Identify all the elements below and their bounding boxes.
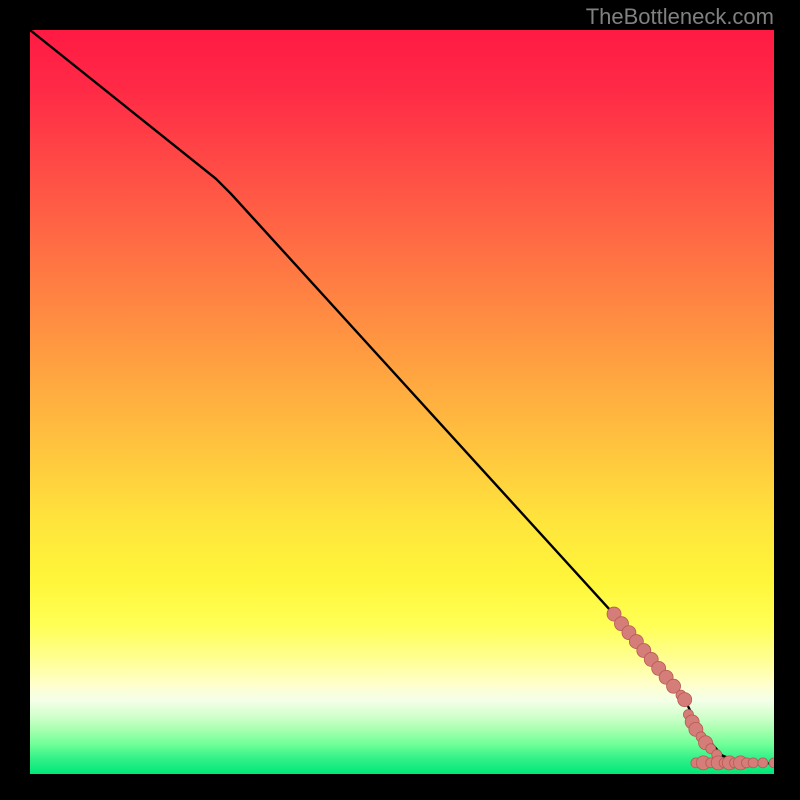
chart-stage: TheBottleneck.com: [0, 0, 800, 800]
watermark-text: TheBottleneck.com: [586, 4, 774, 30]
gradient-background: [30, 30, 774, 774]
chart-panel: [30, 30, 774, 774]
